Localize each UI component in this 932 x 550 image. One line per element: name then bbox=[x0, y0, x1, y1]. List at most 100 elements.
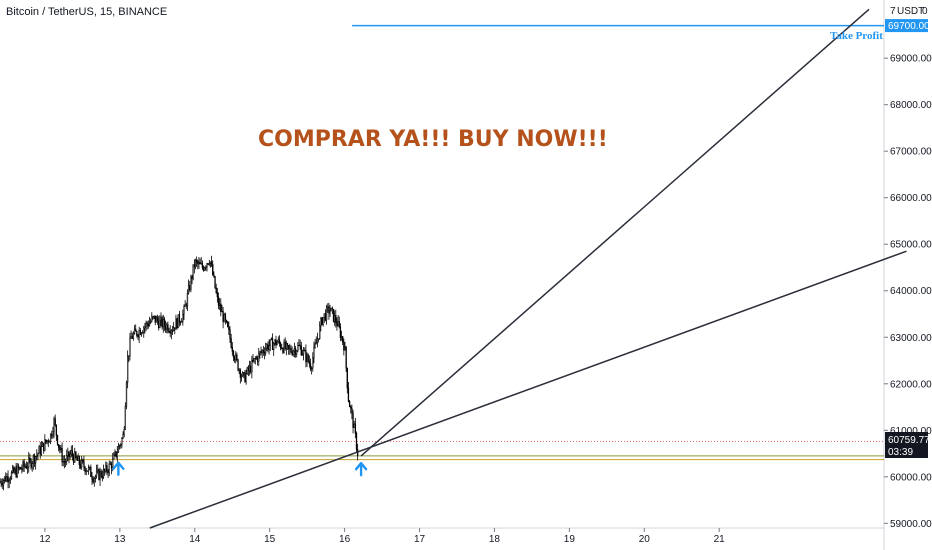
candle-body bbox=[297, 345, 299, 352]
candle-body bbox=[256, 357, 259, 362]
candle-body bbox=[95, 470, 98, 477]
candle-body bbox=[1, 483, 3, 486]
candle-body bbox=[294, 348, 297, 355]
candle-body bbox=[77, 456, 79, 461]
candle-body bbox=[148, 322, 151, 327]
candle-body bbox=[251, 359, 253, 373]
trend-line[interactable] bbox=[149, 250, 907, 529]
candle-body bbox=[89, 466, 91, 469]
candle-body bbox=[282, 348, 284, 353]
take-profit-label[interactable]: Take Profit bbox=[830, 30, 883, 42]
candle-body bbox=[298, 344, 300, 347]
candle-body bbox=[220, 303, 222, 312]
candle-body bbox=[247, 367, 250, 372]
time-tick-label: 17 bbox=[414, 534, 426, 545]
candle-body bbox=[313, 347, 315, 358]
candle-body bbox=[275, 339, 277, 346]
candle-body bbox=[192, 264, 194, 279]
candle-body bbox=[99, 471, 101, 480]
price-tick-label: 64000.00 bbox=[890, 286, 932, 297]
candle-body bbox=[37, 453, 39, 456]
trend-line[interactable] bbox=[360, 8, 870, 457]
candle-body bbox=[140, 332, 143, 335]
up-arrow-icon[interactable] bbox=[112, 461, 125, 476]
candle-body bbox=[122, 434, 124, 439]
candle-body bbox=[262, 350, 265, 353]
candle-body bbox=[163, 319, 166, 327]
candle-body bbox=[279, 343, 282, 349]
candle-body bbox=[131, 336, 133, 339]
candle-body bbox=[175, 318, 177, 330]
candle-body bbox=[160, 317, 162, 321]
candle-body bbox=[7, 476, 9, 483]
candle-body bbox=[90, 466, 92, 477]
candle-body bbox=[181, 320, 183, 323]
candle-body bbox=[267, 344, 269, 350]
candle-body bbox=[112, 458, 114, 469]
arrows-layer bbox=[112, 461, 368, 477]
candle-body bbox=[223, 314, 225, 323]
candle-body bbox=[201, 263, 204, 268]
candle-body bbox=[253, 358, 255, 362]
candle-body bbox=[154, 315, 156, 323]
price-axis[interactable]: 59000.00 60000.00 61000.00 62000.00 63000.00… bbox=[884, 54, 932, 530]
countdown-value: 03:39 bbox=[888, 447, 913, 458]
time-tick-label: 18 bbox=[489, 534, 501, 545]
candle-body bbox=[182, 313, 184, 322]
price-tick-label: 68000.00 bbox=[890, 100, 932, 111]
time-tick-label: 20 bbox=[639, 534, 651, 545]
candle-body bbox=[344, 346, 346, 351]
candle-body bbox=[79, 464, 82, 468]
candle-body bbox=[350, 406, 352, 409]
candle-body bbox=[53, 418, 55, 433]
candle-body bbox=[87, 467, 90, 472]
up-arrow-icon[interactable] bbox=[354, 461, 368, 477]
candle-body bbox=[250, 365, 252, 373]
candle-body bbox=[168, 330, 170, 333]
candle-body bbox=[270, 338, 273, 340]
candle-body bbox=[159, 319, 161, 328]
candle-body bbox=[225, 319, 228, 323]
candle-body bbox=[8, 480, 10, 483]
candle-body bbox=[18, 467, 21, 470]
candle-body bbox=[28, 457, 30, 468]
candle-body bbox=[10, 472, 13, 480]
buy-now-annotation[interactable]: COMPRAR YA!!! BUY NOW!!! bbox=[258, 127, 608, 152]
candle-body bbox=[307, 354, 309, 362]
candle-body bbox=[289, 348, 291, 350]
time-tick-label: 12 bbox=[39, 534, 51, 545]
price-tick-label: 65000.00 bbox=[890, 240, 932, 251]
candle-body bbox=[194, 259, 197, 268]
candle-body bbox=[143, 327, 145, 333]
candle-body bbox=[193, 264, 195, 268]
candle-body bbox=[205, 266, 207, 269]
candle-body bbox=[265, 347, 267, 354]
candle-body bbox=[300, 345, 302, 356]
candle-body bbox=[196, 259, 198, 262]
candle-body bbox=[173, 327, 175, 332]
candle-body bbox=[62, 461, 64, 463]
candle-body bbox=[252, 359, 254, 362]
candle-body bbox=[60, 448, 62, 451]
candle-body bbox=[128, 355, 130, 357]
candle-body bbox=[155, 317, 158, 323]
candle-body bbox=[269, 339, 271, 346]
candle-body bbox=[94, 475, 97, 479]
candle-body bbox=[41, 442, 44, 447]
candle-body bbox=[14, 468, 16, 473]
candle-body bbox=[334, 315, 336, 322]
candle-body bbox=[52, 431, 54, 437]
horizontal-lines-layer bbox=[0, 24, 884, 461]
candle-body bbox=[74, 451, 76, 463]
candle-body bbox=[293, 348, 296, 352]
candle-body bbox=[302, 349, 305, 355]
time-axis[interactable]: 12 13 14 15 16 17 18 19 20 21 bbox=[39, 528, 725, 545]
candle-body bbox=[230, 338, 232, 348]
candle-body bbox=[332, 308, 335, 322]
candle-body bbox=[137, 335, 139, 338]
candle-body bbox=[179, 322, 182, 324]
candle-body bbox=[92, 479, 94, 483]
candle-body bbox=[324, 313, 327, 321]
candle-body bbox=[336, 322, 338, 327]
